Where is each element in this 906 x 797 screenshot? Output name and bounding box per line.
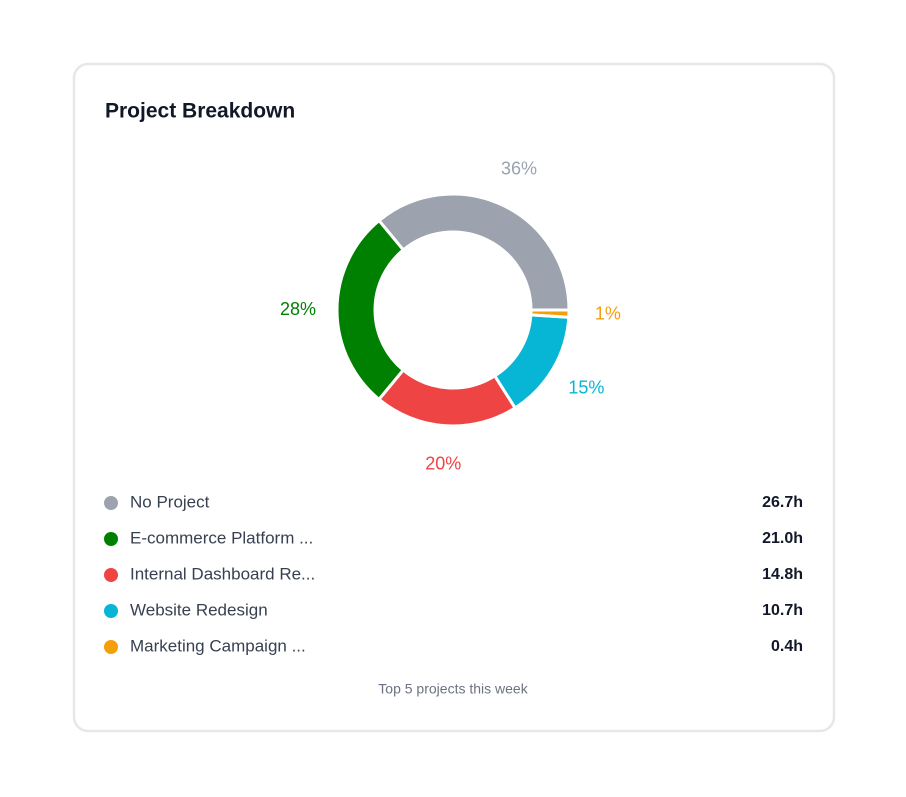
legend-label: Marketing Campaign ...	[130, 636, 306, 655]
legend-hours: 14.8h	[762, 566, 803, 583]
legend-hours: 26.7h	[762, 494, 803, 511]
legend-label: E-commerce Platform ...	[130, 528, 313, 547]
legend-hours: 0.4h	[771, 638, 803, 655]
legend-dot	[104, 604, 118, 618]
legend-label: No Project	[130, 492, 210, 511]
legend-label: Internal Dashboard Re...	[130, 564, 315, 583]
percent-label: 15%	[568, 378, 604, 398]
legend-dot	[104, 568, 118, 582]
percent-label: 28%	[280, 299, 316, 319]
percent-label: 20%	[425, 453, 461, 473]
legend-label: Website Redesign	[130, 600, 268, 619]
legend-hours: 21.0h	[762, 530, 803, 547]
donut-segment	[529, 308, 571, 319]
percent-label: 1%	[595, 304, 621, 324]
footnote: Top 5 projects this week	[378, 681, 528, 697]
legend-dot	[104, 532, 118, 546]
legend-hours: 10.7h	[762, 602, 803, 619]
legend-dot	[104, 496, 118, 510]
legend-dot	[104, 640, 118, 654]
percent-label: 36%	[501, 159, 537, 179]
donut-segment	[376, 192, 571, 312]
card-title: Project Breakdown	[105, 100, 295, 123]
